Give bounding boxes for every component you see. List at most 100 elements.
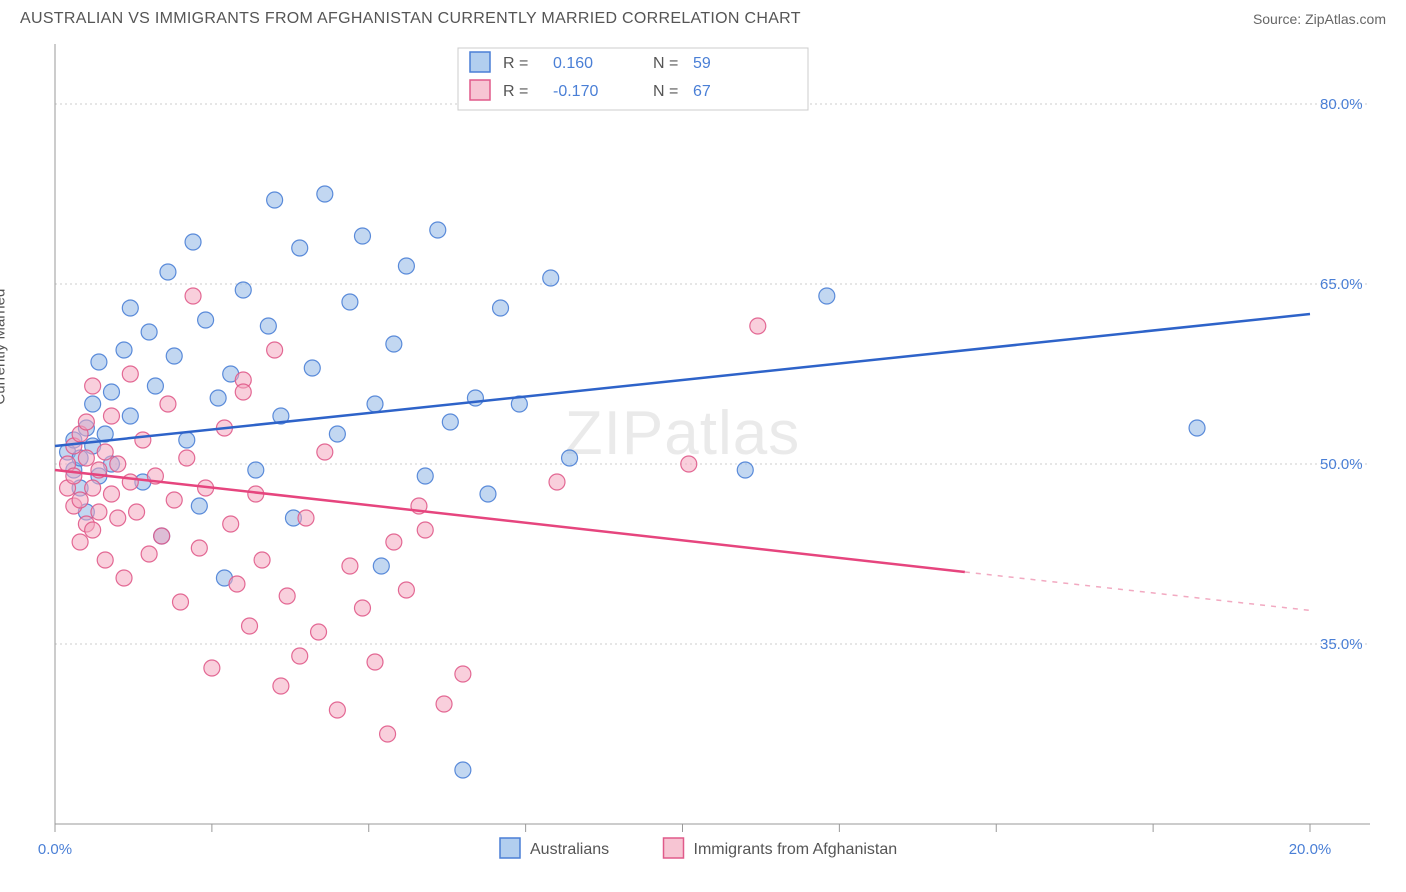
scatter-point <box>311 624 327 640</box>
scatter-point <box>819 288 835 304</box>
scatter-point <box>398 258 414 274</box>
scatter-point <box>185 288 201 304</box>
scatter-point <box>85 522 101 538</box>
svg-text:65.0%: 65.0% <box>1320 276 1363 293</box>
scatter-point <box>97 552 113 568</box>
scatter-point <box>1189 420 1205 436</box>
scatter-point <box>198 312 214 328</box>
scatter-point <box>254 552 270 568</box>
svg-text:50.0%: 50.0% <box>1320 456 1363 473</box>
scatter-point <box>317 186 333 202</box>
scatter-point <box>455 666 471 682</box>
scatter-point <box>480 486 496 502</box>
svg-text:80.0%: 80.0% <box>1320 96 1363 113</box>
scatter-point <box>430 222 446 238</box>
scatter-point <box>78 414 94 430</box>
scatter-point <box>204 660 220 676</box>
scatter-point <box>354 600 370 616</box>
scatter-point <box>562 450 578 466</box>
scatter-point <box>129 504 145 520</box>
scatter-point <box>78 450 94 466</box>
scatter-point <box>85 480 101 496</box>
scatter-point <box>737 462 753 478</box>
scatter-point <box>367 654 383 670</box>
scatter-point <box>110 510 126 526</box>
scatter-point <box>166 348 182 364</box>
scatter-point <box>417 468 433 484</box>
svg-text:0.160: 0.160 <box>553 55 593 72</box>
scatter-point <box>85 396 101 412</box>
scatter-point <box>242 618 258 634</box>
scatter-point <box>304 360 320 376</box>
chart-title: AUSTRALIAN VS IMMIGRANTS FROM AFGHANISTA… <box>20 10 801 28</box>
scatter-point <box>342 558 358 574</box>
scatter-point <box>398 582 414 598</box>
scatter-point <box>154 528 170 544</box>
scatter-point <box>210 390 226 406</box>
scatter-point <box>342 294 358 310</box>
scatter-point <box>279 588 295 604</box>
trend-line <box>55 470 965 572</box>
scatter-point <box>160 264 176 280</box>
scatter-point <box>292 240 308 256</box>
scatter-point <box>223 516 239 532</box>
scatter-point <box>380 726 396 742</box>
svg-text:0.0%: 0.0% <box>38 841 72 858</box>
svg-text:N =: N = <box>653 83 678 100</box>
scatter-point <box>260 318 276 334</box>
legend-label: Australians <box>530 841 609 858</box>
scatter-point <box>292 648 308 664</box>
scatter-point <box>141 546 157 562</box>
scatter-point <box>72 534 88 550</box>
scatter-point <box>317 444 333 460</box>
scatter-point <box>103 384 119 400</box>
scatter-point <box>110 456 126 472</box>
scatter-point <box>191 498 207 514</box>
scatter-point <box>373 558 389 574</box>
scatter-point <box>367 396 383 412</box>
scatter-point <box>235 384 251 400</box>
svg-text:59: 59 <box>693 55 711 72</box>
svg-text:-0.170: -0.170 <box>553 83 598 100</box>
legend-swatch <box>664 838 684 858</box>
scatter-point <box>185 234 201 250</box>
scatter-point <box>166 492 182 508</box>
y-axis-label: Currently Married <box>0 289 9 405</box>
scatter-point <box>235 282 251 298</box>
scatter-point <box>141 324 157 340</box>
svg-text:R =: R = <box>503 55 528 72</box>
scatter-point <box>122 300 138 316</box>
svg-text:35.0%: 35.0% <box>1320 636 1363 653</box>
svg-text:N =: N = <box>653 55 678 72</box>
scatter-point <box>160 396 176 412</box>
scatter-point <box>229 576 245 592</box>
svg-text:R =: R = <box>503 83 528 100</box>
scatter-point <box>273 678 289 694</box>
scatter-point <box>116 342 132 358</box>
scatter-point <box>122 366 138 382</box>
scatter-point <box>103 408 119 424</box>
scatter-point <box>436 696 452 712</box>
scatter-point <box>354 228 370 244</box>
scatter-point <box>329 426 345 442</box>
svg-text:67: 67 <box>693 83 711 100</box>
scatter-point <box>85 378 101 394</box>
scatter-point <box>681 456 697 472</box>
trend-line-extrapolated <box>965 572 1310 610</box>
legend-swatch <box>500 838 520 858</box>
legend-label: Immigrants from Afghanistan <box>694 841 898 858</box>
scatter-point <box>91 504 107 520</box>
scatter-point <box>122 474 138 490</box>
scatter-chart: 35.0%50.0%65.0%80.0%0.0%20.0%ZIPatlasR =… <box>10 34 1396 874</box>
svg-text:20.0%: 20.0% <box>1289 841 1332 858</box>
scatter-point <box>191 540 207 556</box>
scatter-point <box>329 702 345 718</box>
scatter-point <box>549 474 565 490</box>
scatter-point <box>248 462 264 478</box>
scatter-point <box>135 432 151 448</box>
scatter-point <box>386 336 402 352</box>
chart-source: Source: ZipAtlas.com <box>1253 11 1386 27</box>
scatter-point <box>122 408 138 424</box>
scatter-point <box>103 486 119 502</box>
scatter-point <box>72 492 88 508</box>
